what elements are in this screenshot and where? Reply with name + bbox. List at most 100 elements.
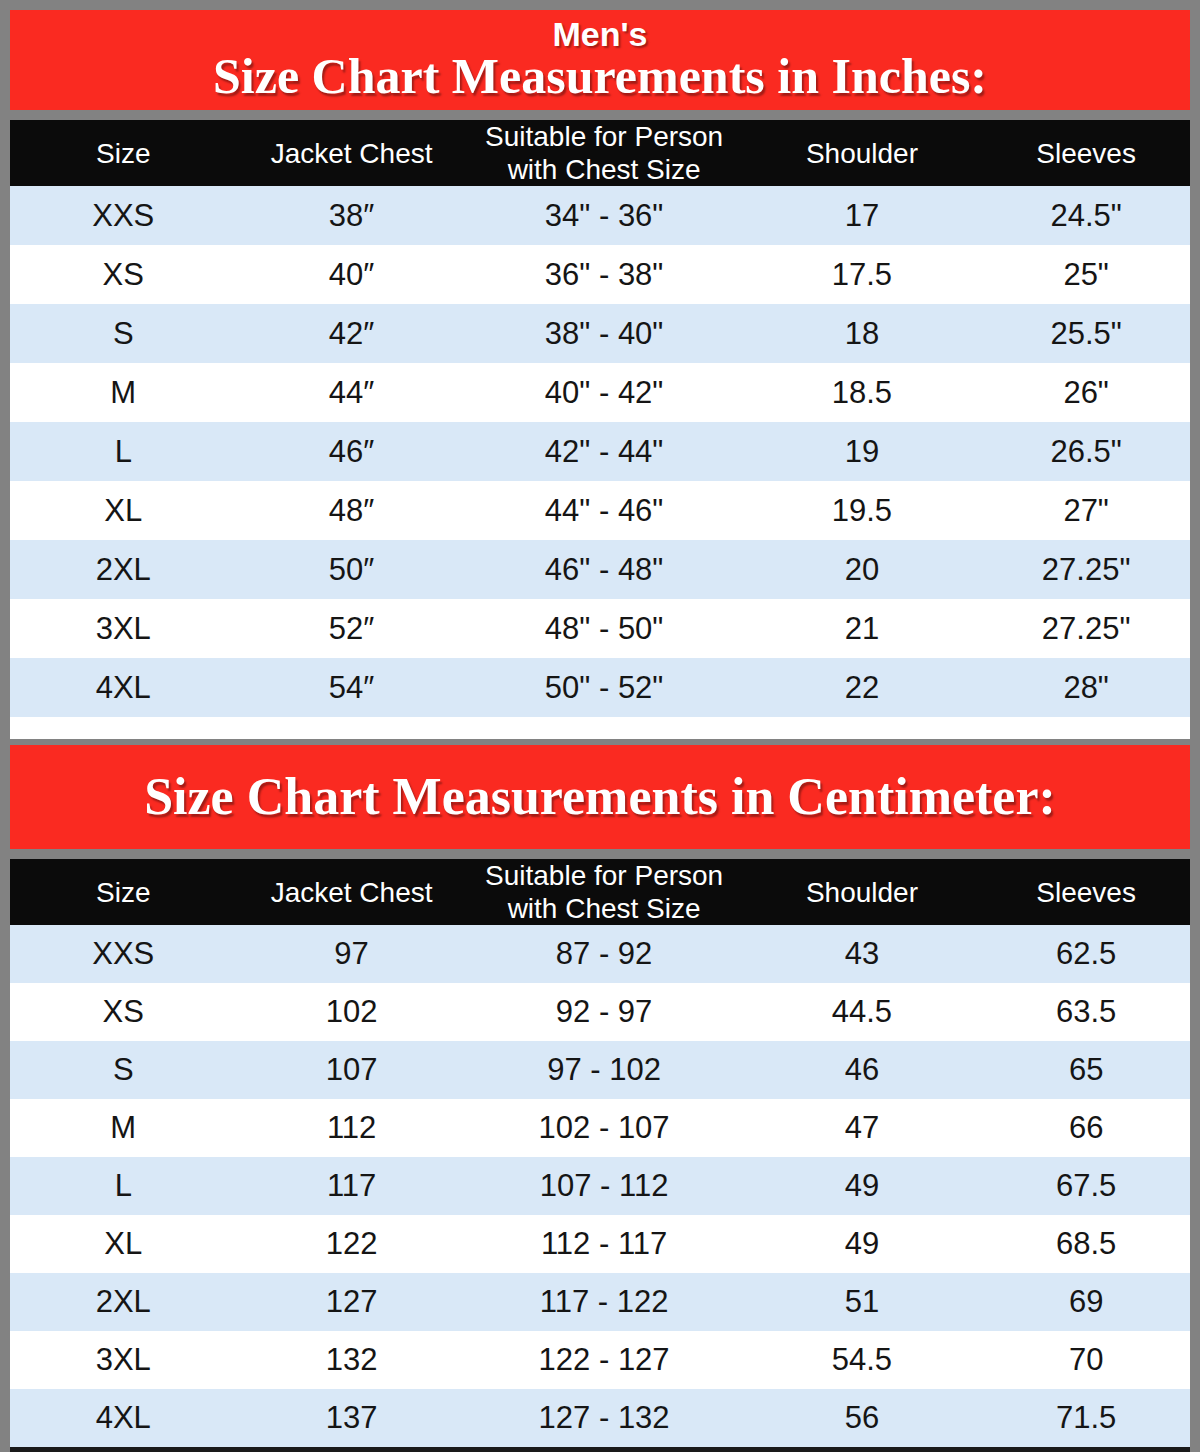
column-header-jacket-chest: Jacket Chest xyxy=(237,120,467,186)
table-cell: 47 xyxy=(742,1099,983,1157)
table-row-4xl: 4XL137127 - 1325671.5 xyxy=(10,1389,1190,1447)
table-row-s: S10797 - 1024665 xyxy=(10,1041,1190,1099)
table-row-m: M112102 - 1074766 xyxy=(10,1099,1190,1157)
table-cell: 107 xyxy=(237,1041,467,1099)
table-cell: 68.5 xyxy=(982,1215,1190,1273)
table-row-2xl: 2XL127117 - 1225169 xyxy=(10,1273,1190,1331)
table-cell: 17 xyxy=(742,186,983,245)
inches-banner: Men's Size Chart Measurements in Inches: xyxy=(10,10,1190,110)
table-cell: 20 xyxy=(742,540,983,599)
column-header-sleeves: Sleeves xyxy=(982,859,1190,925)
table-cell: 48" - 50" xyxy=(467,599,742,658)
column-header-shoulder: Shoulder xyxy=(742,120,983,186)
inches-banner-title: Size Chart Measurements in Inches: xyxy=(213,50,987,102)
table-cell: 97 xyxy=(237,925,467,983)
table-cell: S xyxy=(10,1041,237,1099)
table-cell: 46″ xyxy=(237,422,467,481)
table-cell: 40″ xyxy=(237,245,467,304)
table-cell: 107 - 112 xyxy=(467,1157,742,1215)
column-header-size: Size xyxy=(10,859,237,925)
inches-size-table: SizeJacket ChestSuitable for Person with… xyxy=(10,120,1190,717)
table-cell: 18 xyxy=(742,304,983,363)
table-cell: 18.5 xyxy=(742,363,983,422)
column-header-size: Size xyxy=(10,120,237,186)
table-cell: 117 - 122 xyxy=(467,1273,742,1331)
table-cell: 24.5" xyxy=(982,186,1190,245)
table-cell: XS xyxy=(10,983,237,1041)
column-header-suitable-for-person: Suitable for Person with Chest Size xyxy=(467,859,742,925)
table-cell: 102 xyxy=(237,983,467,1041)
table-cell: 43 xyxy=(742,925,983,983)
cm-banner-title: Size Chart Measurements in Centimeter: xyxy=(144,771,1056,823)
table-cell: 42" - 44" xyxy=(467,422,742,481)
table-bottom-spacer xyxy=(10,717,1190,739)
table-cell: 22 xyxy=(742,658,983,717)
table-cell: XXS xyxy=(10,186,237,245)
table-cell: 54″ xyxy=(237,658,467,717)
table-cell: 50″ xyxy=(237,540,467,599)
table-cell: 19 xyxy=(742,422,983,481)
table-cell: 66 xyxy=(982,1099,1190,1157)
table-cell: 21 xyxy=(742,599,983,658)
table-cell: 127 - 132 xyxy=(467,1389,742,1447)
table-cell: 112 xyxy=(237,1099,467,1157)
header-row: SizeJacket ChestSuitable for Person with… xyxy=(10,120,1190,186)
table-cell: 36" - 38" xyxy=(467,245,742,304)
table-cell: XL xyxy=(10,1215,237,1273)
table-cell: 4XL xyxy=(10,658,237,717)
table-row-m: M44″40" - 42"18.526" xyxy=(10,363,1190,422)
table-cell: 38″ xyxy=(237,186,467,245)
table-row-xxs: XXS9787 - 924362.5 xyxy=(10,925,1190,983)
table-cell: XXS xyxy=(10,925,237,983)
table-cell: 65 xyxy=(982,1041,1190,1099)
column-header-jacket-chest: Jacket Chest xyxy=(237,859,467,925)
table-cell: S xyxy=(10,304,237,363)
table-cell: 71.5 xyxy=(982,1389,1190,1447)
table-cell: 69 xyxy=(982,1273,1190,1331)
table-cell: 62.5 xyxy=(982,925,1190,983)
table-cell: 122 - 127 xyxy=(467,1331,742,1389)
table-row-3xl: 3XL132122 - 12754.570 xyxy=(10,1331,1190,1389)
table-cell: 50" - 52" xyxy=(467,658,742,717)
table-cell: 52″ xyxy=(237,599,467,658)
column-header-sleeves: Sleeves xyxy=(982,120,1190,186)
table-cell: 42″ xyxy=(237,304,467,363)
table-row-xs: XS40″36" - 38"17.525" xyxy=(10,245,1190,304)
table-cell: M xyxy=(10,1099,237,1157)
table-cell: 137 xyxy=(237,1389,467,1447)
table-cell: XS xyxy=(10,245,237,304)
table-cell: 2XL xyxy=(10,1273,237,1331)
cm-banner: Size Chart Measurements in Centimeter: xyxy=(10,745,1190,849)
column-header-shoulder: Shoulder xyxy=(742,859,983,925)
table-cell: 92 - 97 xyxy=(467,983,742,1041)
table-cell: 44" - 46" xyxy=(467,481,742,540)
table-cell: 132 xyxy=(237,1331,467,1389)
table-row-xxs: XXS38″34" - 36"1724.5" xyxy=(10,186,1190,245)
table-cell: 67.5 xyxy=(982,1157,1190,1215)
size-chart-graphic: Men's Size Chart Measurements in Inches:… xyxy=(0,0,1200,1452)
table-cell: 51 xyxy=(742,1273,983,1331)
table-cell: 27.25" xyxy=(982,540,1190,599)
table-row-3xl: 3XL52″48" - 50"2127.25" xyxy=(10,599,1190,658)
table-cell: 56 xyxy=(742,1389,983,1447)
table-row-2xl: 2XL50″46" - 48"2027.25" xyxy=(10,540,1190,599)
table-cell: 3XL xyxy=(10,1331,237,1389)
table-cell: 46" - 48" xyxy=(467,540,742,599)
table-cell: 102 - 107 xyxy=(467,1099,742,1157)
table-cell: 3XL xyxy=(10,599,237,658)
table-cell: 27" xyxy=(982,481,1190,540)
table-row-s: S42″38" - 40"1825.5" xyxy=(10,304,1190,363)
table-cell: 4XL xyxy=(10,1389,237,1447)
table-cell: 25" xyxy=(982,245,1190,304)
table-row-4xl: 4XL54″50" - 52"2228" xyxy=(10,658,1190,717)
table-cell: L xyxy=(10,422,237,481)
table-cell: 49 xyxy=(742,1157,983,1215)
table-row-l: L46″42" - 44"1926.5" xyxy=(10,422,1190,481)
table-cell: 19.5 xyxy=(742,481,983,540)
table-cell: 46 xyxy=(742,1041,983,1099)
table-cell: 17.5 xyxy=(742,245,983,304)
table-cell: 44″ xyxy=(237,363,467,422)
table-cell: XL xyxy=(10,481,237,540)
table-cell: 28" xyxy=(982,658,1190,717)
table-cell: 49 xyxy=(742,1215,983,1273)
